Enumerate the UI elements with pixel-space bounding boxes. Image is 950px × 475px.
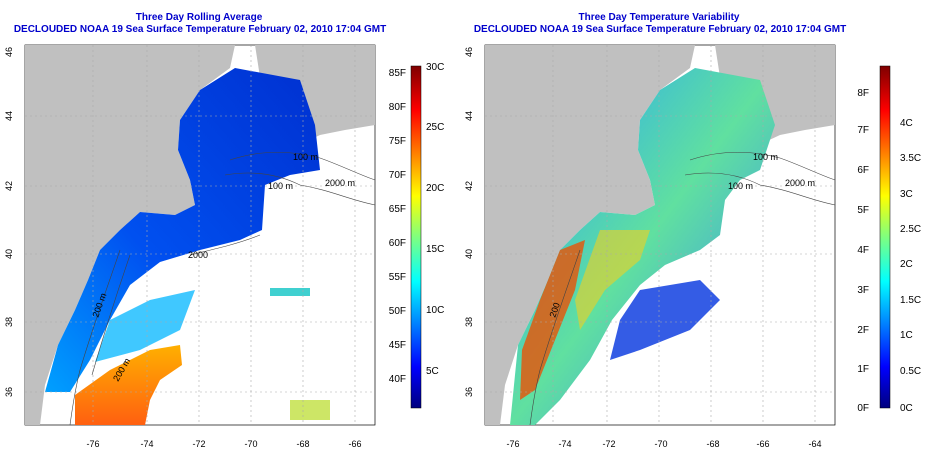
y-tick-label: 44 xyxy=(4,111,14,121)
y-tick-label: 44 xyxy=(464,111,474,121)
colorbar-c-label: 0.5C xyxy=(900,366,921,377)
colorbar-c-label: 2.5C xyxy=(900,224,921,235)
x-tick-label: -74 xyxy=(558,439,571,449)
y-tick-label: 42 xyxy=(4,181,14,191)
x-tick-label: -76 xyxy=(506,439,519,449)
colorbar-f-label: 3F xyxy=(857,285,869,296)
left-title: Three Day Rolling Average xyxy=(135,12,263,23)
right-x-ticks: -76 -74 -72 -70 -68 -66 -64 xyxy=(506,439,821,449)
colorbar-f-label: 7F xyxy=(857,125,869,136)
left-contours xyxy=(69,151,376,426)
y-tick-label: 38 xyxy=(4,317,14,327)
colorbar-f-label: 85F xyxy=(389,68,406,79)
colorbar-f-label: 6F xyxy=(857,165,869,176)
left-cyan-patch xyxy=(270,288,310,296)
colorbar-f-label: 1F xyxy=(857,364,869,375)
left-contour-label: 100 m xyxy=(268,181,293,191)
colorbar-c-label: 5C xyxy=(426,366,439,377)
y-tick-label: 42 xyxy=(464,181,474,191)
x-tick-label: -72 xyxy=(602,439,615,449)
right-contours xyxy=(529,151,836,426)
colorbar-c-label: 25C xyxy=(426,122,444,133)
left-warm-water xyxy=(75,345,182,425)
colorbar-c-label: 15C xyxy=(426,244,444,255)
right-map: 100 m 100 m 2000 m 200 -76 -74 -72 -70 -… xyxy=(464,44,836,449)
x-tick-label: -68 xyxy=(706,439,719,449)
x-tick-label: -72 xyxy=(192,439,205,449)
colorbar-f-label: 65F xyxy=(389,204,406,215)
colorbar-c-label: 1.5C xyxy=(900,295,921,306)
left-land xyxy=(25,45,235,425)
right-subtitle: DECLOUDED NOAA 19 Sea Surface Temperatur… xyxy=(473,24,847,35)
left-y-ticks: 46 44 42 40 38 36 xyxy=(4,47,14,397)
colorbar-f-label: 50F xyxy=(389,306,406,317)
y-tick-label: 36 xyxy=(464,387,474,397)
right-title: Three Day Temperature Variability xyxy=(578,12,740,23)
colorbar-c-label: 1C xyxy=(900,330,913,341)
colorbar-f-label: 45F xyxy=(389,340,406,351)
colorbar-c-label: 3C xyxy=(900,189,913,200)
colorbar-f-label: 55F xyxy=(389,272,406,283)
colorbar-f-label: 5F xyxy=(857,205,869,216)
colorbar-f-label: 75F xyxy=(389,136,406,147)
left-warm-patch xyxy=(290,400,330,420)
y-tick-label: 38 xyxy=(464,317,474,327)
colorbar-c-label: 4C xyxy=(900,118,913,129)
colorbar-f-label: 40F xyxy=(389,374,406,385)
y-tick-label: 46 xyxy=(4,47,14,57)
left-colorbar-bar xyxy=(410,65,422,409)
left-light-water xyxy=(95,290,195,362)
right-colorbar-bar xyxy=(879,65,891,409)
left-subtitle: DECLOUDED NOAA 19 Sea Surface Temperatur… xyxy=(13,24,387,35)
right-high-variability xyxy=(520,240,585,400)
colorbar-f-label: 8F xyxy=(857,88,869,99)
colorbar-c-label: 2C xyxy=(900,259,913,270)
colorbar-f-label: 70F xyxy=(389,170,406,181)
colorbar-f-label: 4F xyxy=(857,245,869,256)
colorbar-c-label: 10C xyxy=(426,305,444,316)
colorbar-c-label: 30C xyxy=(426,62,444,73)
x-tick-label: -74 xyxy=(140,439,153,449)
right-grid xyxy=(485,45,835,425)
left-contour-label: 2000 xyxy=(188,250,208,260)
colorbar-c-label: 0C xyxy=(900,403,913,414)
x-tick-label: -68 xyxy=(296,439,309,449)
left-x-ticks: -76 -74 -72 -70 -68 -66 xyxy=(86,439,361,449)
colorbar-f-label: 2F xyxy=(857,325,869,336)
left-map: 100 m 100 m 2000 m 2000 200 m 200 m -76 … xyxy=(4,44,376,449)
y-tick-label: 36 xyxy=(4,387,14,397)
x-tick-label: -66 xyxy=(348,439,361,449)
left-contour-label: 2000 m xyxy=(325,178,355,188)
left-colorbar: 85F 80F 75F 70F 65F 60F 55F 50F 45F 40F … xyxy=(389,62,444,409)
right-mid-variability xyxy=(575,230,650,330)
right-low-variability xyxy=(610,280,720,360)
y-tick-label: 46 xyxy=(464,47,474,57)
y-tick-label: 40 xyxy=(464,249,474,259)
x-tick-label: -66 xyxy=(756,439,769,449)
colorbar-c-label: 20C xyxy=(426,183,444,194)
left-grid xyxy=(25,45,375,425)
colorbar-f-label: 60F xyxy=(389,238,406,249)
x-tick-label: -64 xyxy=(808,439,821,449)
colorbar-f-label: 80F xyxy=(389,102,406,113)
y-tick-label: 40 xyxy=(4,249,14,259)
right-land xyxy=(485,45,695,425)
right-contour-label: 2000 m xyxy=(785,178,815,188)
right-y-ticks: 46 44 42 40 38 36 xyxy=(464,47,474,397)
x-tick-label: -70 xyxy=(244,439,257,449)
x-tick-label: -70 xyxy=(654,439,667,449)
right-colorbar: 8F 7F 6F 5F 4F 3F 2F 1F 0F 4C 3.5C 3C 2.… xyxy=(857,65,921,414)
colorbar-c-label: 3.5C xyxy=(900,153,921,164)
x-tick-label: -76 xyxy=(86,439,99,449)
colorbar-f-label: 0F xyxy=(857,403,869,414)
left-contour-label: 100 m xyxy=(293,152,318,162)
right-contour-label: 100 m xyxy=(728,181,753,191)
left-cold-water xyxy=(45,68,320,392)
right-contour-label: 100 m xyxy=(753,152,778,162)
right-contour-label: 200 xyxy=(547,301,562,319)
